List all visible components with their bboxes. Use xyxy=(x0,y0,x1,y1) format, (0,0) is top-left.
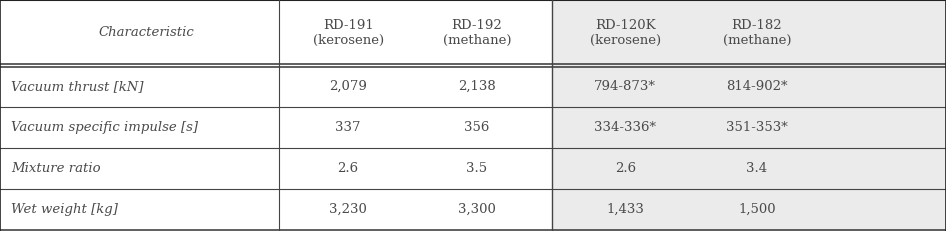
Text: 1,500: 1,500 xyxy=(738,203,776,216)
Text: RD-182
(methane): RD-182 (methane) xyxy=(723,19,791,47)
Text: 356: 356 xyxy=(464,121,489,134)
Text: 1,433: 1,433 xyxy=(606,203,644,216)
Text: 3.4: 3.4 xyxy=(746,162,767,175)
Text: 3.5: 3.5 xyxy=(466,162,487,175)
Text: 3,230: 3,230 xyxy=(329,203,367,216)
Text: 3,300: 3,300 xyxy=(458,203,496,216)
Text: Vacuum thrust [kN]: Vacuum thrust [kN] xyxy=(11,80,144,93)
Text: Characteristic: Characteristic xyxy=(98,26,195,40)
Text: 2.6: 2.6 xyxy=(338,162,359,175)
Text: RD-191
(kerosene): RD-191 (kerosene) xyxy=(312,19,384,47)
Text: RD-120K
(kerosene): RD-120K (kerosene) xyxy=(589,19,661,47)
Text: 814-902*: 814-902* xyxy=(726,80,788,93)
Text: RD-192
(methane): RD-192 (methane) xyxy=(443,19,511,47)
Text: 2.6: 2.6 xyxy=(615,162,636,175)
Text: 351-353*: 351-353* xyxy=(726,121,788,134)
Text: Mixture ratio: Mixture ratio xyxy=(11,162,101,175)
Text: 334-336*: 334-336* xyxy=(594,121,657,134)
Text: Vacuum specific impulse [s]: Vacuum specific impulse [s] xyxy=(11,121,199,134)
Text: 2,079: 2,079 xyxy=(329,80,367,93)
Text: 2,138: 2,138 xyxy=(458,80,496,93)
Text: 794-873*: 794-873* xyxy=(594,80,657,93)
Text: 337: 337 xyxy=(336,121,360,134)
Bar xyxy=(552,0,946,231)
Text: Wet weight [kg]: Wet weight [kg] xyxy=(11,203,118,216)
